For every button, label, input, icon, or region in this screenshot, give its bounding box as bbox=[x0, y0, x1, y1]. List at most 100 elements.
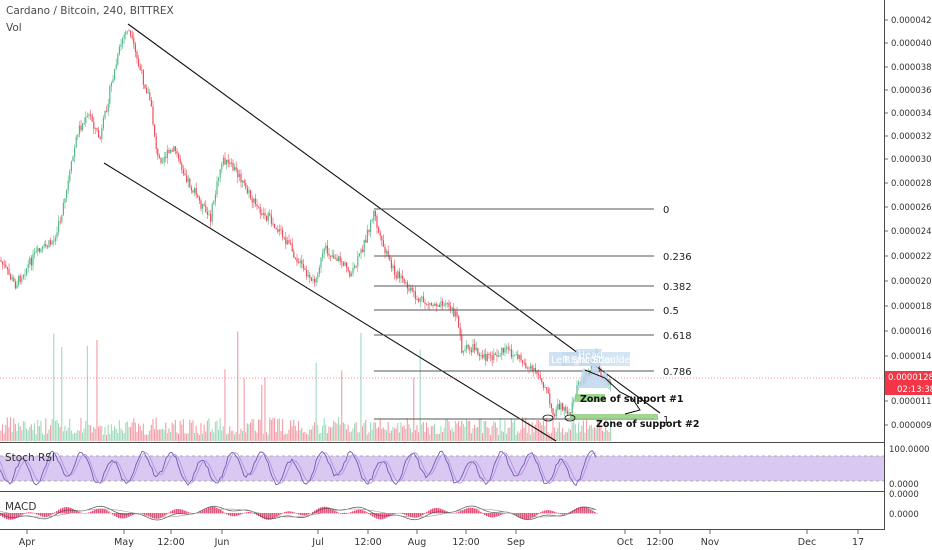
volume-bar bbox=[138, 423, 140, 441]
candle-body bbox=[448, 302, 450, 307]
candle-body bbox=[165, 156, 167, 158]
volume-bar bbox=[349, 432, 351, 441]
macd-histogram-bar bbox=[192, 513, 194, 514]
candle-body bbox=[296, 258, 298, 263]
time-tick-label: May bbox=[114, 537, 134, 548]
candle-body bbox=[72, 157, 74, 162]
candle-body bbox=[37, 248, 39, 252]
volume-bar bbox=[462, 423, 464, 441]
volume-bar bbox=[414, 430, 416, 441]
volume-bar bbox=[58, 423, 60, 441]
candle-body bbox=[314, 279, 316, 283]
candle-body bbox=[154, 124, 156, 137]
candle-body bbox=[98, 129, 100, 138]
macd-histogram-bar bbox=[242, 513, 244, 514]
candle-body bbox=[547, 389, 549, 394]
price-axis[interactable]: 0.00004200 0.00004000 0.00003800 0.00003600… bbox=[884, 16, 932, 431]
volume-bar bbox=[224, 369, 226, 441]
fib-retracement[interactable] bbox=[374, 208, 654, 420]
volume-bar bbox=[306, 433, 308, 441]
volume-bar bbox=[315, 362, 317, 441]
volume-bar bbox=[42, 433, 44, 441]
candle-body bbox=[304, 268, 306, 271]
channel-lower-line[interactable] bbox=[103, 162, 557, 442]
candle-body bbox=[418, 299, 420, 302]
time-axis[interactable]: Apr May 12:00 Jun Jul 12:00 Aug 12:00 Sep Oct 12:0… bbox=[19, 530, 864, 548]
macd-histogram-bar bbox=[170, 511, 172, 514]
candle-body bbox=[0, 260, 2, 262]
volume-bar bbox=[234, 434, 236, 441]
candle-body bbox=[438, 305, 440, 307]
volume-bar bbox=[579, 431, 581, 441]
macd-histogram-bar bbox=[294, 512, 296, 514]
macd-histogram-bar bbox=[552, 511, 554, 514]
candle-body bbox=[494, 353, 496, 355]
candle-body bbox=[410, 287, 412, 291]
macd-histogram-bar bbox=[306, 513, 308, 516]
price-tick-label: 0.00003800 bbox=[891, 63, 932, 73]
macd-histogram-bar bbox=[8, 513, 10, 520]
candle-body bbox=[307, 275, 309, 277]
volume-bar bbox=[357, 432, 359, 441]
volume-bar bbox=[560, 432, 562, 441]
candle-body bbox=[366, 229, 368, 243]
volume-bar bbox=[363, 423, 365, 441]
macd-histogram-bar bbox=[168, 512, 170, 514]
candle-body bbox=[291, 243, 293, 252]
macd-histogram-bar bbox=[144, 513, 146, 515]
macd-histogram-bar bbox=[78, 511, 80, 514]
macd-histogram-bar bbox=[126, 513, 128, 518]
support-zone-1[interactable] bbox=[575, 394, 605, 402]
volume-bar bbox=[323, 418, 325, 441]
candle-body bbox=[181, 163, 183, 170]
volume-bar bbox=[534, 424, 536, 441]
candle-body bbox=[539, 375, 541, 379]
candle-body bbox=[29, 257, 31, 265]
macd-histogram-bar bbox=[488, 513, 490, 517]
candle-body bbox=[256, 204, 258, 207]
volume-bar bbox=[445, 419, 447, 441]
candle-body bbox=[221, 164, 223, 170]
volume-bar bbox=[222, 426, 224, 441]
support-zone-2[interactable] bbox=[570, 414, 658, 420]
macd-histogram-bar bbox=[342, 513, 344, 515]
volume-bar bbox=[331, 426, 333, 441]
head-shoulders-shape[interactable] bbox=[578, 352, 610, 388]
volume-bar bbox=[517, 431, 519, 441]
macd-histogram-bar bbox=[140, 513, 142, 514]
candle-body bbox=[389, 256, 391, 261]
candle-body bbox=[206, 211, 208, 215]
volume-bar bbox=[454, 421, 456, 441]
volume-bar bbox=[6, 417, 8, 441]
projection-path[interactable] bbox=[584, 369, 641, 415]
channel-upper-line[interactable] bbox=[127, 23, 661, 414]
volume-bar bbox=[269, 417, 271, 441]
volume-bar bbox=[362, 426, 364, 441]
volume-bar bbox=[469, 420, 471, 441]
volume-bar bbox=[154, 429, 156, 441]
macd-histogram-bar bbox=[102, 508, 104, 514]
candle-body bbox=[3, 264, 5, 266]
candle-body bbox=[563, 407, 565, 411]
macd-histogram-bar bbox=[94, 510, 96, 514]
candle-body bbox=[102, 118, 104, 129]
candle-body bbox=[285, 237, 287, 245]
candle-body bbox=[398, 271, 400, 278]
candle-body bbox=[142, 70, 144, 85]
candle-body bbox=[488, 353, 490, 355]
candle-body bbox=[302, 263, 304, 269]
volume-bar bbox=[194, 432, 196, 441]
volume-bar bbox=[83, 428, 85, 441]
volume-bar bbox=[373, 422, 375, 441]
candle-body bbox=[200, 200, 202, 209]
macd-histogram-bar bbox=[474, 508, 476, 514]
macd-histogram-bar bbox=[84, 513, 86, 514]
candle-body bbox=[149, 92, 151, 101]
candle-body bbox=[461, 334, 463, 353]
macd-histogram-bar bbox=[520, 513, 522, 518]
fib-label-0786: 0.786 bbox=[663, 367, 692, 378]
candle-body bbox=[523, 362, 525, 364]
volume-bar bbox=[283, 434, 285, 441]
candle-body bbox=[214, 194, 216, 202]
